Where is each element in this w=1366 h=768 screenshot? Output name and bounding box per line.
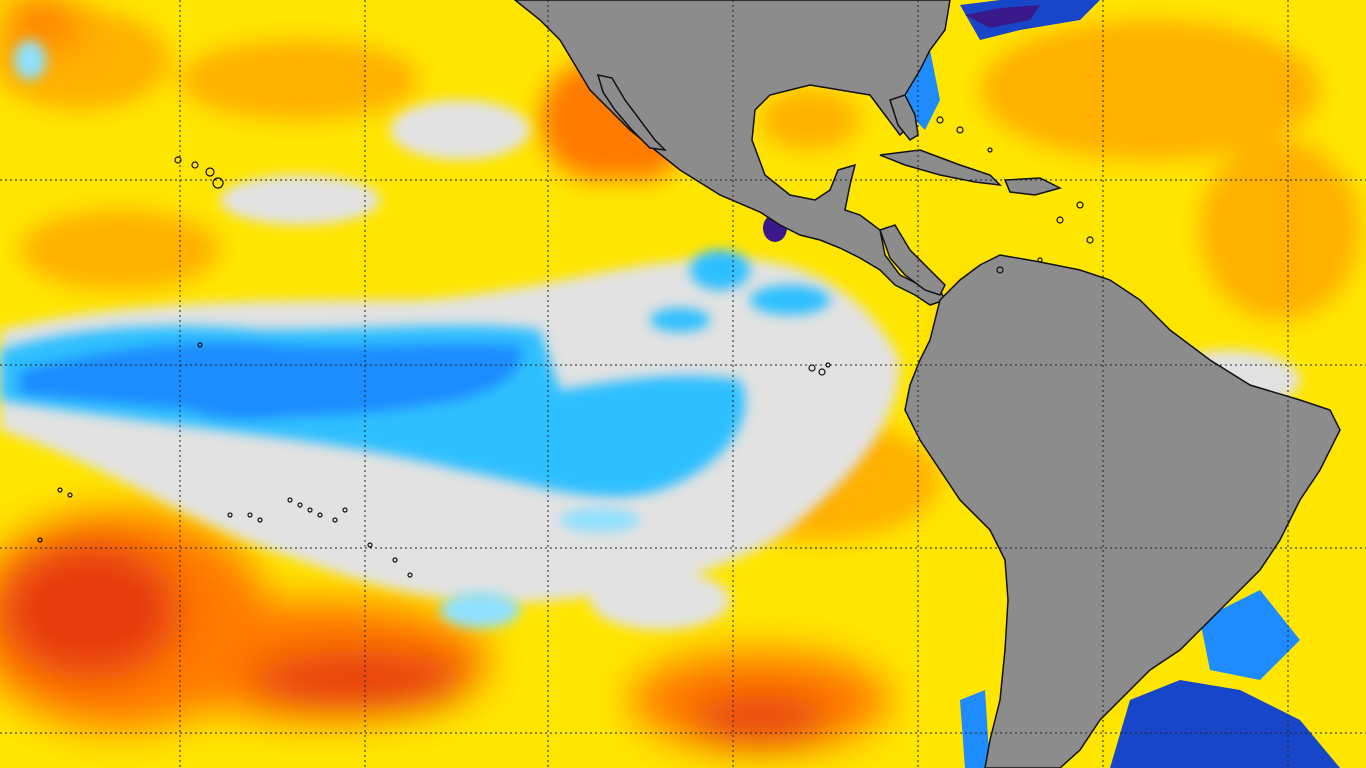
neutral-patch <box>220 175 380 225</box>
cool-patch <box>14 40 46 80</box>
hot-patch <box>250 650 470 710</box>
warm-patch <box>980 20 1320 160</box>
island <box>197 342 203 348</box>
island <box>174 156 182 164</box>
island <box>191 161 199 169</box>
island <box>67 492 73 498</box>
warm-patch <box>180 40 420 120</box>
cool-patch <box>750 285 830 315</box>
island <box>407 572 413 578</box>
islands-layer <box>37 116 1094 578</box>
hot-anomaly-layer <box>0 0 890 750</box>
warm-patch <box>1200 140 1360 320</box>
cool-patch <box>440 592 520 628</box>
warm-patch <box>20 210 220 290</box>
cold-patch <box>965 5 1040 28</box>
island <box>996 266 1004 274</box>
cuba <box>879 149 1003 187</box>
central-america-isthmus <box>879 224 946 296</box>
island <box>1076 201 1084 209</box>
island <box>287 497 293 503</box>
baja-california <box>596 74 668 152</box>
hot-patch <box>0 540 180 680</box>
island <box>818 368 826 376</box>
south-america-landmass <box>904 254 1341 768</box>
coastal-cold-anomaly-layer <box>763 0 1340 768</box>
cool-patch <box>170 360 330 420</box>
island <box>332 517 338 523</box>
island <box>1086 236 1094 244</box>
neutral-patch <box>590 570 730 630</box>
hot-patch <box>690 695 830 745</box>
warm-patch <box>760 90 860 150</box>
island <box>205 167 215 177</box>
island <box>257 517 263 523</box>
island <box>342 507 348 513</box>
island <box>227 512 233 518</box>
island <box>1056 216 1064 224</box>
hispaniola <box>1003 177 1063 196</box>
cold-patch <box>960 690 990 768</box>
island <box>37 537 43 543</box>
island <box>212 177 224 189</box>
hot-patch <box>0 0 80 45</box>
cool-patch <box>560 508 640 532</box>
island <box>57 487 63 493</box>
cool-patch <box>650 308 710 332</box>
cold-patch <box>1200 590 1300 680</box>
cold-patch <box>1110 680 1340 768</box>
island <box>307 507 313 513</box>
island <box>956 126 964 134</box>
island <box>297 502 303 508</box>
neutral-patch <box>390 100 530 160</box>
island <box>247 512 253 518</box>
island <box>987 147 993 153</box>
cool-anomaly-layer <box>0 40 830 628</box>
island <box>367 542 373 548</box>
island <box>936 116 944 124</box>
island <box>317 512 323 518</box>
island <box>392 557 398 563</box>
island <box>1037 257 1043 263</box>
land-layer <box>513 0 1341 768</box>
cool-patch <box>690 250 750 290</box>
